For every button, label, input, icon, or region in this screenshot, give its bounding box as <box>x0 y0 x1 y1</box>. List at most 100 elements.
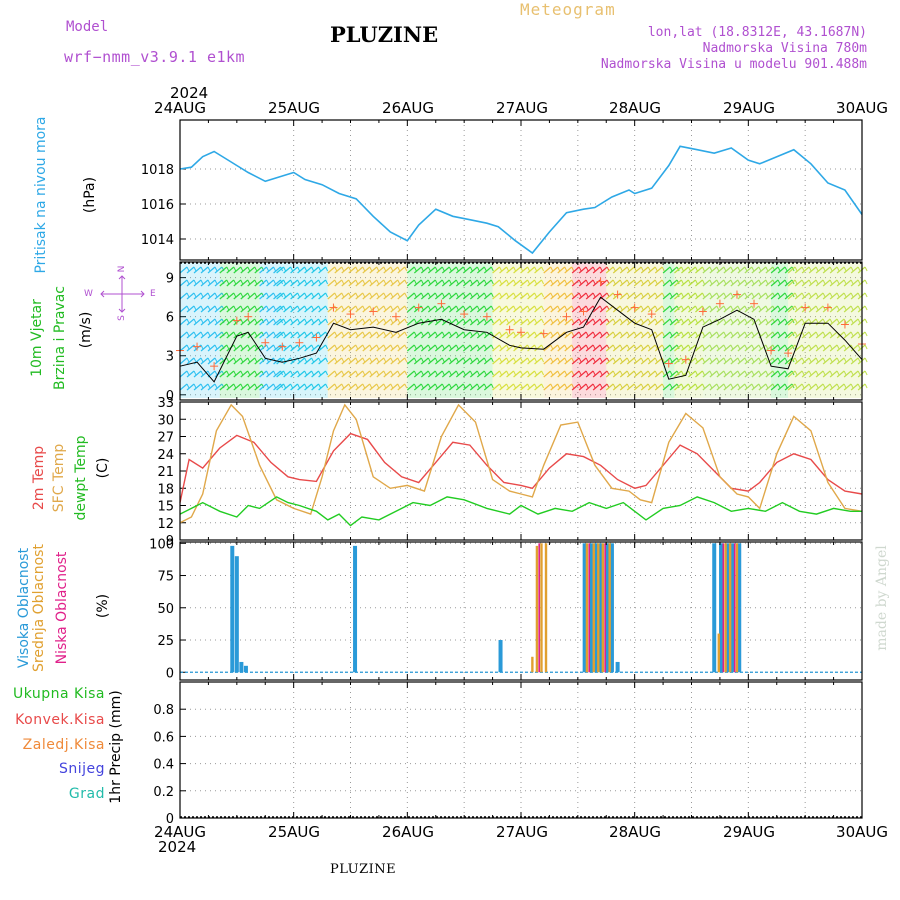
wind-barb <box>327 383 336 391</box>
wind-barb <box>186 331 190 337</box>
wind-barb <box>318 279 322 285</box>
wind-barb <box>843 331 847 337</box>
wind-barb <box>770 357 779 365</box>
wind-barb <box>592 357 601 365</box>
wind-barb <box>406 383 415 391</box>
cloud-high-bar <box>615 661 620 673</box>
wind-barb <box>276 357 285 365</box>
wind-barb <box>214 279 223 287</box>
wind-barb <box>571 357 575 363</box>
wind-barb <box>654 357 658 363</box>
wind-barb <box>186 383 190 389</box>
wind-barb <box>506 344 510 350</box>
wind-barb <box>506 292 510 298</box>
wind-barb <box>193 331 197 337</box>
wind-barb <box>214 370 218 376</box>
wind-barb <box>226 357 235 365</box>
wind-barb <box>662 266 671 274</box>
wind-barb <box>383 383 387 389</box>
wind-barb <box>702 318 705 324</box>
wind-barb <box>688 279 691 285</box>
wind-barb <box>777 305 781 311</box>
wind-barb <box>626 318 630 324</box>
wind-barb <box>334 383 343 391</box>
wind-barb <box>297 305 301 311</box>
wind-barb <box>662 383 671 391</box>
y-tick-label: 15 <box>157 500 174 515</box>
wind-barb <box>200 383 204 389</box>
wind-barb <box>297 318 301 324</box>
wind-barb <box>787 292 796 300</box>
wind-barb <box>661 370 665 376</box>
wind-barb <box>605 370 614 378</box>
wind-barb <box>571 279 580 287</box>
wind-barb <box>283 279 287 285</box>
wind-barb <box>226 357 230 363</box>
wind-barb <box>777 318 781 324</box>
wind-barb <box>702 357 705 363</box>
wind-barb <box>348 266 357 274</box>
wind-barb <box>730 357 739 365</box>
wind-barb <box>348 279 357 287</box>
wind-barb <box>348 370 352 376</box>
wind-barb <box>179 266 188 274</box>
wind-barb <box>794 357 798 363</box>
y-tick-label: 9 <box>166 272 174 287</box>
wind-barb <box>383 279 387 285</box>
wind-barb <box>355 266 364 274</box>
wind-barb <box>376 331 380 337</box>
wind-barb <box>716 266 725 274</box>
wind-barb <box>200 383 209 391</box>
wind-barb <box>334 383 338 389</box>
wind-barb <box>179 318 188 326</box>
wind-barb <box>674 279 682 287</box>
wind-barb <box>441 331 450 339</box>
wind-barb <box>455 318 459 324</box>
wind-barb <box>290 266 299 274</box>
wind-barb <box>585 266 594 274</box>
wind-barb <box>311 266 320 274</box>
wind-barb <box>383 357 387 363</box>
wind-barb <box>647 344 656 352</box>
wind-barb <box>787 357 796 365</box>
wind-barb <box>709 266 713 272</box>
wind-barb <box>534 279 538 285</box>
sfc-temp-line <box>179 403 863 524</box>
wind-barb <box>709 370 718 378</box>
wind-barb <box>390 292 394 298</box>
wind-barb <box>233 279 237 285</box>
wind-barb <box>179 383 188 391</box>
wind-barb <box>490 279 494 285</box>
y-tick-label: 0 <box>166 666 174 681</box>
wind-barb <box>348 331 352 337</box>
wind-barb <box>434 318 438 324</box>
wind-barb <box>200 292 209 300</box>
cloud-mid-bar <box>724 543 727 673</box>
wind-barb <box>200 292 204 298</box>
wind-barb <box>619 344 623 350</box>
wind-barb <box>527 305 535 313</box>
wind-barb <box>599 344 608 352</box>
wind-barb <box>557 383 561 389</box>
wind-barb <box>259 266 267 274</box>
wind-barb <box>441 370 450 378</box>
wind-barb <box>716 266 720 272</box>
wind-barb <box>397 305 401 311</box>
wind-barb <box>669 305 678 313</box>
wind-barb <box>462 383 466 389</box>
wind-barb <box>179 357 188 365</box>
wind-barb <box>476 383 485 391</box>
wind-barb <box>200 370 204 376</box>
wind-barb <box>520 279 528 287</box>
wind-barb <box>355 305 359 311</box>
wind-barb <box>397 318 401 324</box>
wind-barb <box>290 383 294 389</box>
wind-barb <box>626 279 635 287</box>
wind-barb <box>808 318 817 326</box>
wind-barb <box>499 383 507 391</box>
wind-barb <box>744 370 748 376</box>
wind-barb <box>455 370 459 376</box>
wind-barb <box>737 292 746 300</box>
wind-barb <box>592 266 596 272</box>
wind-barb <box>383 266 392 274</box>
